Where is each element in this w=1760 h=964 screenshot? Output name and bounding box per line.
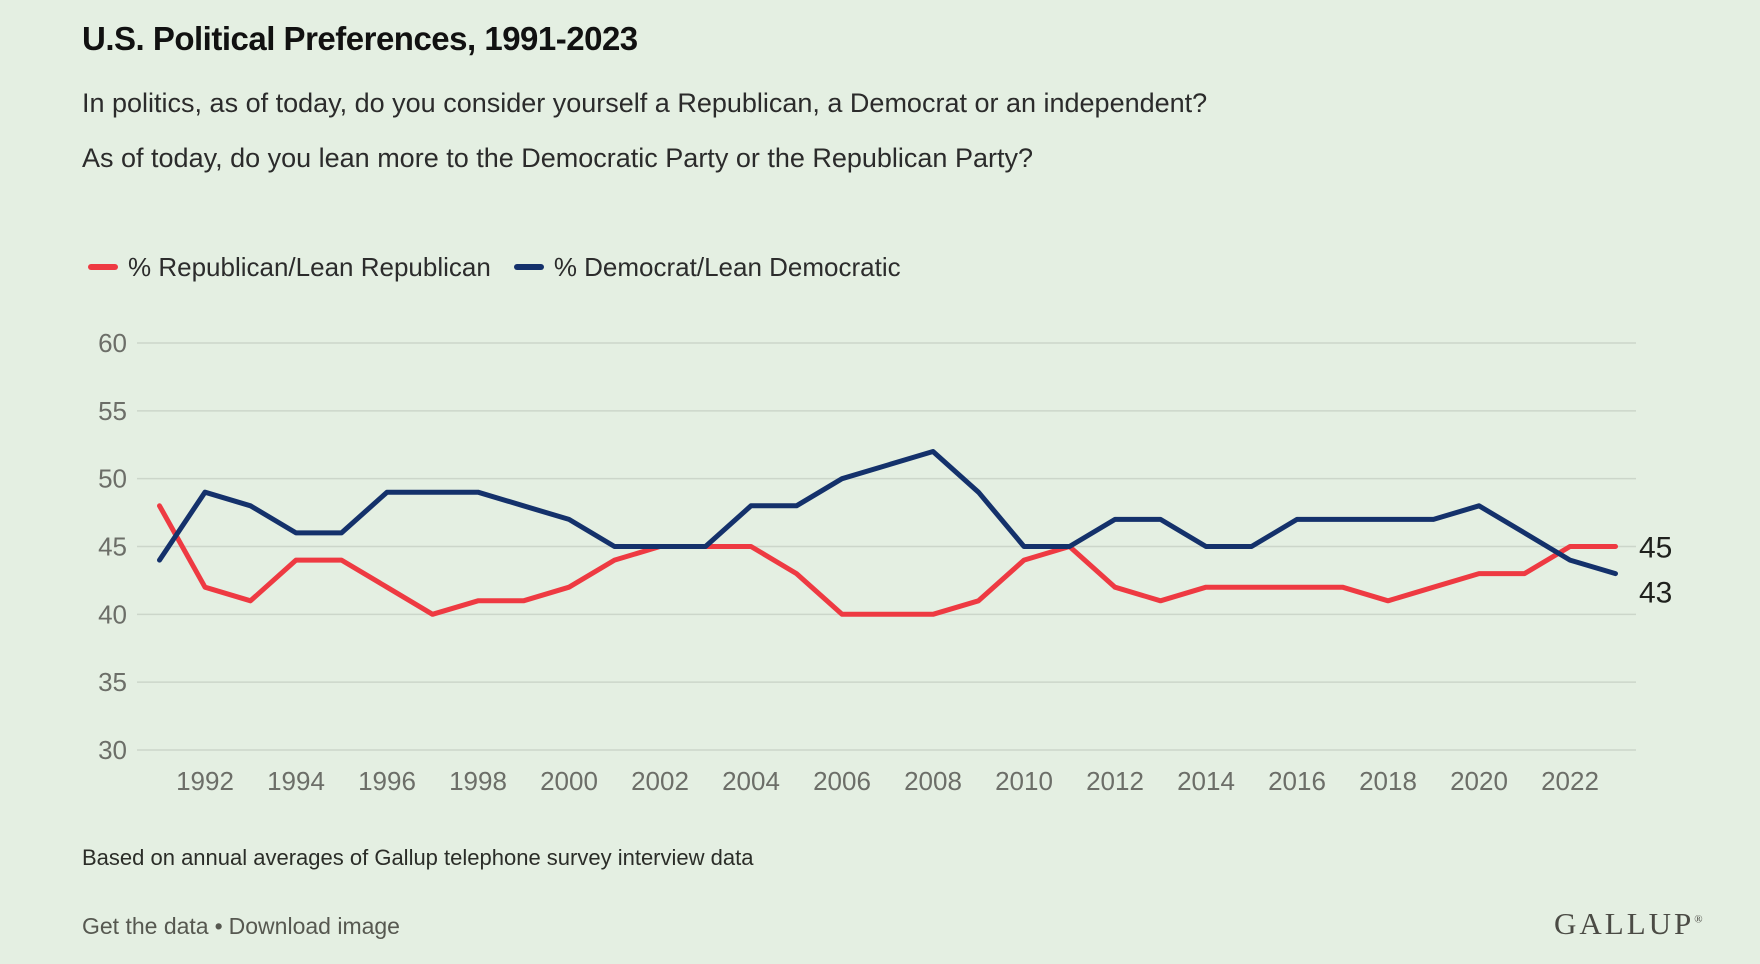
gallup-logo-text: GALLUP xyxy=(1554,906,1695,941)
y-axis-tick-label: 60 xyxy=(98,328,127,358)
footer-links-separator: • xyxy=(214,913,223,939)
legend-entry-democratic[interactable]: % Democrat/Lean Democratic xyxy=(513,252,901,282)
gallup-logo: GALLUP® xyxy=(1554,906,1703,942)
end-value-label-democratic: 43 xyxy=(1639,577,1672,610)
x-axis-tick-label: 2010 xyxy=(995,766,1053,796)
x-axis-tick-label: 1998 xyxy=(449,766,507,796)
y-axis-tick-label: 35 xyxy=(98,667,127,697)
x-axis-tick-label: 2002 xyxy=(631,766,689,796)
y-axis-tick-label: 50 xyxy=(98,464,127,494)
source-footnote: Based on annual averages of Gallup telep… xyxy=(82,845,754,870)
x-axis-tick-label: 2014 xyxy=(1177,766,1235,796)
chart-title: U.S. Political Preferences, 1991-2023 xyxy=(82,20,638,57)
survey-question-line-1: In politics, as of today, do you conside… xyxy=(82,88,1208,118)
survey-question-line-2: As of today, do you lean more to the Dem… xyxy=(82,143,1033,173)
y-axis-tick-label: 40 xyxy=(98,599,127,629)
y-axis-tick-label: 45 xyxy=(98,532,127,562)
x-axis-tick-label: 2006 xyxy=(813,766,871,796)
x-axis-tick-label: 1994 xyxy=(267,766,325,796)
y-axis-tick-label: 55 xyxy=(98,396,127,426)
x-axis-tick-label: 1996 xyxy=(358,766,416,796)
legend-label-republican: % Republican/Lean Republican xyxy=(128,252,491,282)
series-line-democratic[interactable] xyxy=(157,449,1618,577)
x-axis-tick-label: 2020 xyxy=(1450,766,1508,796)
x-axis-tick-label: 2022 xyxy=(1541,766,1599,796)
x-axis-tick-label: 2016 xyxy=(1268,766,1326,796)
democratic-line-swatch-icon xyxy=(513,264,544,270)
y-axis-tick-label: 30 xyxy=(98,735,127,765)
registered-mark-icon: ® xyxy=(1694,913,1703,926)
end-value-label-republican: 45 xyxy=(1639,532,1672,565)
legend-entry-republican[interactable]: % Republican/Lean Republican xyxy=(88,252,491,282)
x-axis-tick-label: 2004 xyxy=(722,766,780,796)
series-line-republican[interactable] xyxy=(157,503,1618,617)
x-axis-tick-label: 2018 xyxy=(1359,766,1417,796)
download-image-link[interactable]: Download image xyxy=(228,913,400,939)
x-axis-tick-label: 1992 xyxy=(176,766,234,796)
get-the-data-link[interactable]: Get the data xyxy=(82,913,209,939)
footer-links: Get the data • Download image xyxy=(82,913,400,940)
x-axis-tick-label: 2012 xyxy=(1086,766,1144,796)
chart-legend: % Republican/Lean Republican % Democrat/… xyxy=(88,252,901,282)
legend-label-democratic: % Democrat/Lean Democratic xyxy=(553,252,901,282)
x-axis-tick-label: 2008 xyxy=(904,766,962,796)
republican-line-swatch-icon xyxy=(88,264,118,270)
x-axis-tick-label: 2000 xyxy=(540,766,598,796)
